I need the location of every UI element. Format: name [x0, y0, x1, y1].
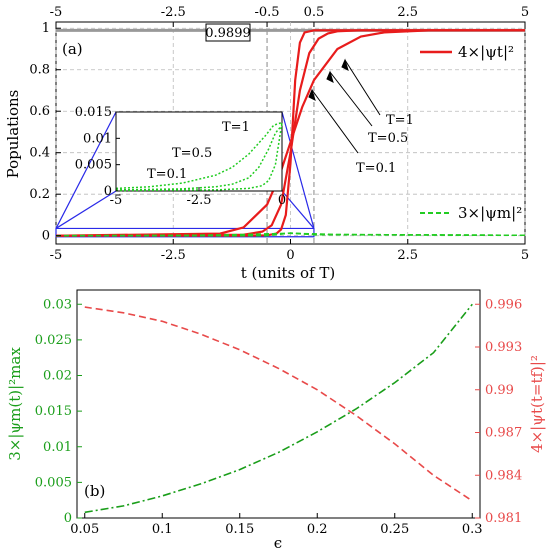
x-top-tick-label: 0.5 [304, 5, 325, 20]
b-yleft-tick-label: 0.005 [35, 475, 72, 490]
x-tick-label: -2.5 [161, 248, 186, 263]
inset-annotation-t01: T=0.1 [147, 167, 187, 182]
x-tick-label: 5 [521, 248, 529, 263]
b-yright-tick-label: 0.981 [485, 511, 522, 526]
panel-a-series-line [55, 29, 525, 237]
inset-y-tick-label: 0.015 [75, 105, 112, 120]
panel-a-label: (a) [62, 40, 83, 58]
inset-frame [115, 111, 283, 192]
inset-annotation-t05: T=0.5 [172, 146, 212, 161]
b-x-tick-label: 0.3 [462, 522, 483, 537]
b-yleft-tick-label: 0.01 [43, 440, 72, 455]
arrow-t01 [311, 89, 359, 154]
b-x-tick-label: 0.05 [70, 522, 99, 537]
x-top-tick-label: 2.5 [397, 5, 418, 20]
panel-a: -5 -2.5 0 2.5 5 0 0.2 0.4 0.6 0.8 1 -5 -2.5 -0.5 0.5 2… [4, 5, 529, 282]
panel-a-ylabel: Populations [4, 90, 22, 179]
arrowhead-t01 [308, 88, 316, 101]
zoom-connector-left [55, 190, 117, 229]
inset-ticks: -5 -2.5 0 0 0.005 0.01 0.015 [75, 105, 286, 208]
panel-a-top-ticks: -5 -2.5 -0.5 0.5 2.5 5 [50, 5, 529, 27]
y-tick-label: 0.8 [29, 63, 50, 78]
x-tick-label: 0 [286, 248, 294, 263]
panel-b-frame [76, 289, 481, 519]
panel-a-series-line [55, 29, 525, 237]
inset-series-line [115, 122, 283, 192]
b-x-tick-label: 0.1 [152, 522, 173, 537]
reference-value-label: 0.9899 [205, 26, 251, 41]
x-top-tick-label: -5 [50, 5, 63, 20]
b-yleft-tick-label: 0.03 [43, 297, 72, 312]
reference-value-box [205, 23, 251, 42]
panel-b-ylabel-right: 4×|ψt(t=tf)|² [528, 355, 546, 453]
legend-label-psi-t: 4×|ψt|² [458, 43, 514, 61]
zoom-connector-top-left [55, 111, 117, 229]
arrowhead-t1 [341, 58, 349, 71]
inset-annotation-t1: T=1 [222, 120, 250, 135]
b-yleft-tick-label: 0.025 [35, 333, 72, 348]
inset-x-tick-label: -2.5 [186, 193, 211, 208]
inset-series [115, 121, 283, 192]
b-x-tick-label: 0.2 [307, 522, 328, 537]
x-tick-label: 2.5 [397, 248, 418, 263]
panel-a-series-line [55, 232, 526, 237]
series-psi-m-max [84, 303, 473, 514]
panel-a-xlabel: t (units of T) [241, 264, 335, 282]
b-x-tick-label: 0.15 [225, 522, 254, 537]
b-x-tick-label: 0.25 [380, 522, 409, 537]
panel-a-ticks: -5 -2.5 0 2.5 5 0 0.2 0.4 0.6 0.8 1 [29, 21, 529, 263]
y-tick-label: 0.4 [29, 146, 50, 161]
annotation-t1: T=1 [386, 113, 414, 128]
x-top-tick-label: -2.5 [161, 5, 186, 20]
inset-y-tick-label: 0.005 [75, 158, 112, 173]
y-tick-label: 0.6 [29, 104, 50, 119]
inset-series-line [115, 124, 283, 191]
annotation-t01: T=0.1 [356, 161, 396, 176]
arrow-t1 [344, 59, 381, 116]
panel-a-legend: 4×|ψt|² 3×|ψm|² [420, 43, 522, 222]
b-yright-tick-label: 0.99 [485, 383, 514, 398]
arrowhead-t05 [326, 70, 334, 83]
b-yright-tick-label: 0.996 [485, 297, 522, 312]
b-yright-tick-label: 0.987 [485, 426, 522, 441]
inset-y-tick-label: 0.01 [83, 131, 112, 146]
series-psi-t-final [84, 306, 473, 502]
panel-b-series [84, 303, 473, 514]
legend-label-psi-m: 3×|ψm|² [458, 204, 522, 222]
y-tick-label: 0.2 [29, 187, 50, 202]
panel-b-ylabel-left: 3×|ψm(t)|²max [6, 347, 24, 461]
b-yleft-tick-label: 0 [64, 511, 72, 526]
panel-a-series [55, 29, 526, 237]
inset: -5 -2.5 0 0 0.005 0.01 0.015 T=1 T=0.5 T=0.1 [75, 105, 286, 208]
x-top-tick-label: -0.5 [255, 5, 280, 20]
y-tick-label: 1 [42, 21, 50, 36]
x-tick-label: -5 [50, 248, 63, 263]
panel-a-annotations [308, 58, 381, 154]
panel-b: 0.05 0.1 0.15 0.2 0.25 0.3 0 0.005 0.01 0.015 0.02… [6, 289, 546, 552]
zoom-connector-top-right [281, 111, 315, 229]
panel-b-ticks: 0.05 0.1 0.15 0.2 0.25 0.3 0 0.005 0.01 0.015 0.02… [35, 297, 522, 537]
inset-series-line [115, 121, 283, 190]
inset-y-tick-label: 0 [104, 184, 112, 199]
arrow-t05 [329, 71, 373, 127]
b-yright-tick-label: 0.993 [485, 340, 522, 355]
b-yleft-tick-label: 0.02 [43, 369, 72, 384]
panel-b-label: (b) [84, 482, 105, 500]
panel-b-xlabel: ϵ [274, 534, 282, 552]
b-yright-tick-label: 0.984 [485, 468, 522, 483]
inset-x-tick-label: 0 [278, 193, 286, 208]
y-tick-label: 0 [42, 229, 50, 244]
inset-x-tick-label: -5 [110, 193, 123, 208]
annotation-t05: T=0.5 [368, 131, 408, 146]
x-top-tick-label: 5 [521, 5, 529, 20]
b-yleft-tick-label: 0.015 [35, 404, 72, 419]
